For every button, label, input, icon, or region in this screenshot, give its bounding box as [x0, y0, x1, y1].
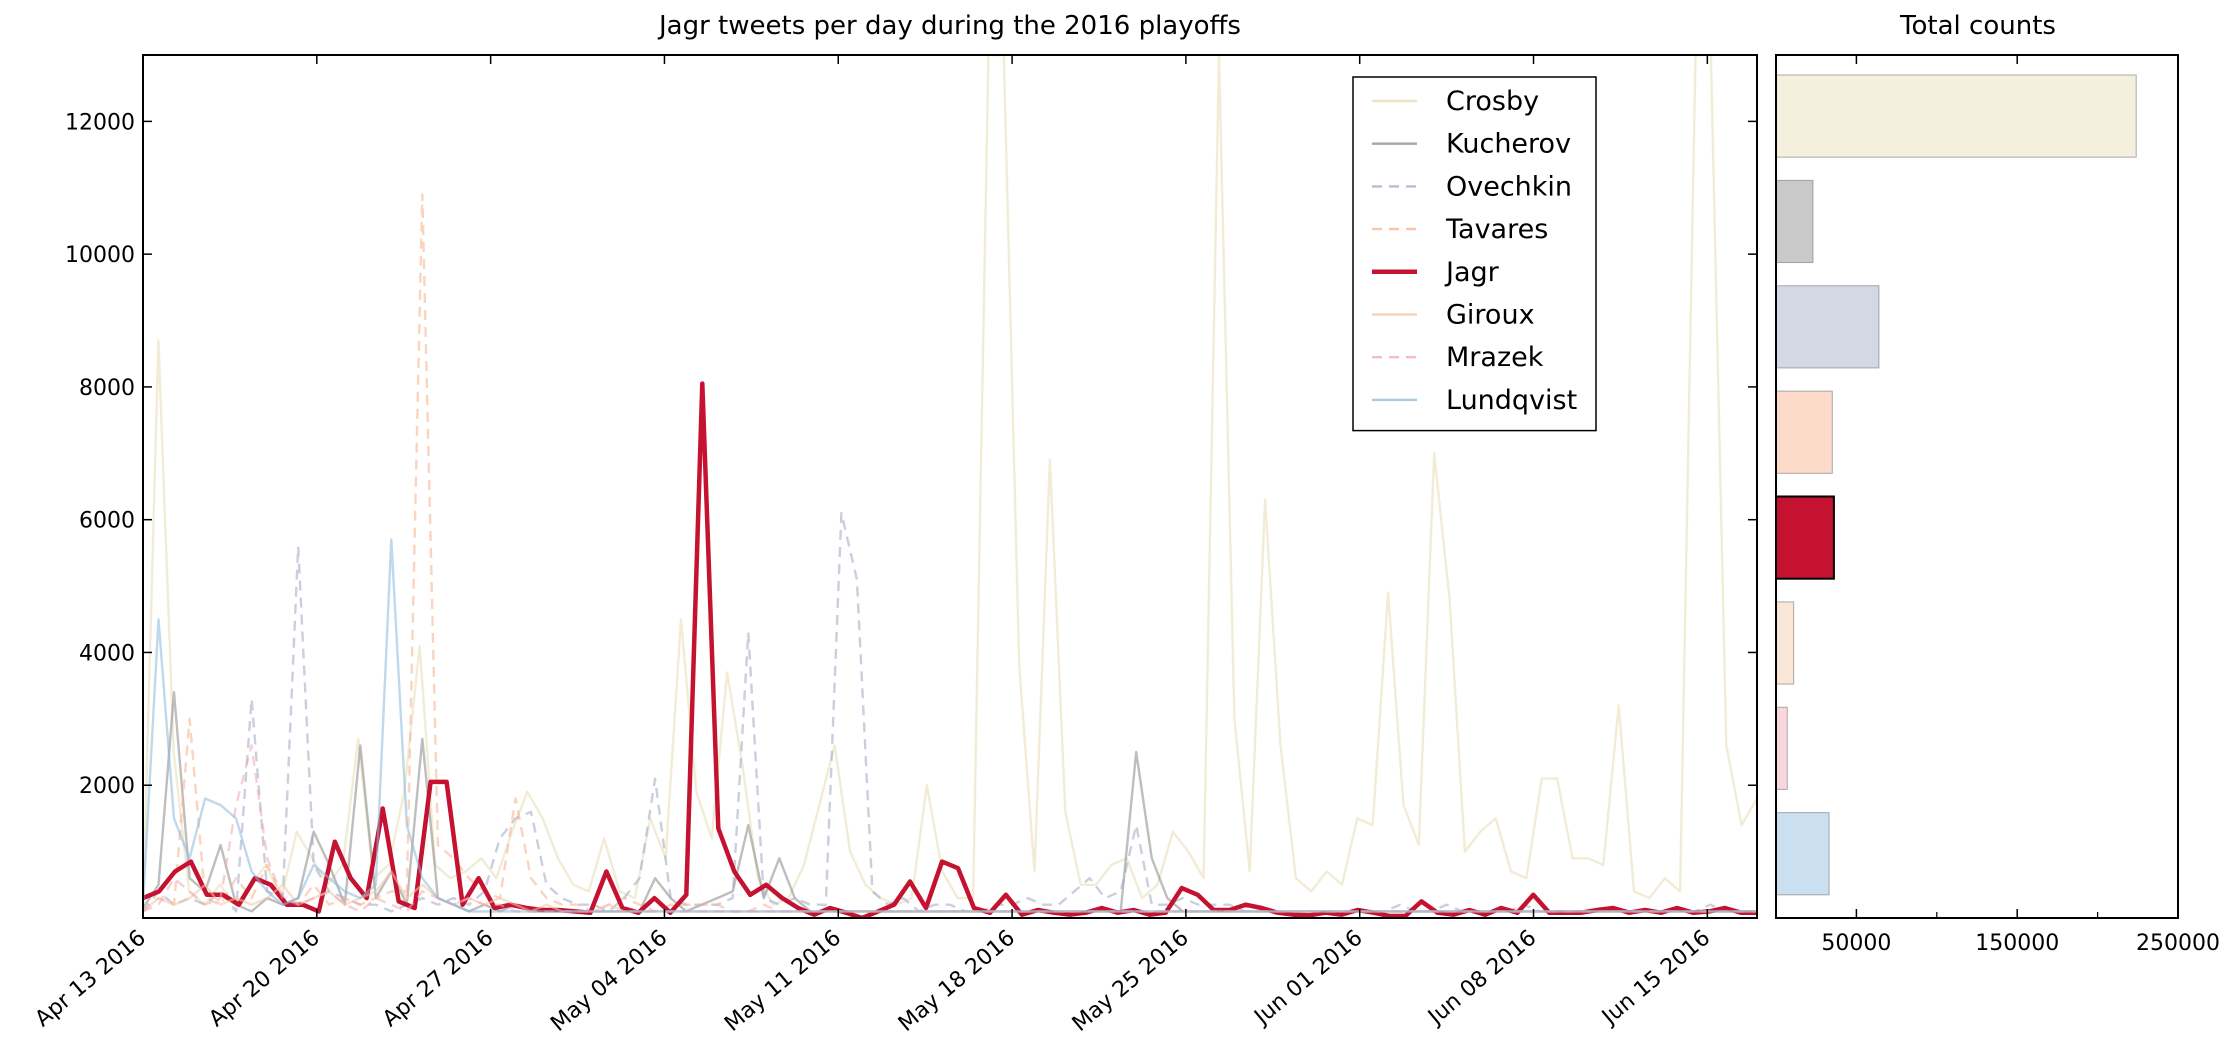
y-tick-label: 4000 — [79, 641, 135, 666]
bar-mrazek — [1775, 706, 1788, 790]
legend-label-mrazek: Mrazek — [1446, 342, 1544, 373]
legend-label-jagr: Jagr — [1444, 257, 1500, 288]
legend-label-kucherov: Kucherov — [1446, 129, 1571, 160]
y-tick-label: 8000 — [79, 376, 135, 401]
bar-x-tick-label: 250000 — [2136, 931, 2220, 956]
x-tick-label: Apr 27 2016 — [378, 925, 498, 1032]
bar-ovechkin — [1775, 285, 1880, 369]
legend-label-ovechkin: Ovechkin — [1446, 171, 1572, 202]
legend-label-giroux: Giroux — [1446, 300, 1535, 331]
line-series-group — [143, 55, 1757, 918]
bar-chart: Total counts 50000 150000 250000 — [1775, 11, 2220, 956]
x-tick-label: May 18 2016 — [894, 925, 1020, 1036]
bar-marks-group — [1775, 74, 2137, 896]
y-tick-label: 12000 — [65, 110, 135, 135]
x-tick-label: Apr 13 2016 — [31, 925, 151, 1032]
series-line-jagr — [143, 381, 1757, 918]
y-tick-label: 2000 — [79, 774, 135, 799]
x-tick-label: Jun 01 2016 — [1249, 925, 1368, 1031]
legend-label-tavares: Tavares — [1445, 214, 1548, 245]
y-tick-label: 6000 — [79, 509, 135, 534]
bar-x-axis: 50000 150000 250000 — [1775, 55, 2220, 956]
series-line-ovechkin — [143, 511, 1757, 913]
y-tick-label: 10000 — [65, 243, 135, 268]
legend-label-crosby: Crosby — [1446, 86, 1539, 117]
line-chart: Jagr tweets per day during the 2016 play… — [31, 11, 1758, 1037]
x-tick-label: May 11 2016 — [720, 925, 846, 1036]
line-y-axis: 2000 4000 6000 8000 10000 12000 — [65, 110, 1757, 799]
bar-kucherov — [1775, 179, 1814, 264]
bar-giroux — [1775, 601, 1795, 685]
bar-x-tick-label: 50000 — [1821, 931, 1891, 956]
x-tick-label: May 25 2016 — [1068, 925, 1194, 1036]
bar-crosby — [1775, 74, 2137, 158]
bar-chart-title: Total counts — [1899, 11, 2056, 41]
x-tick-label: May 04 2016 — [546, 925, 672, 1036]
x-tick-label: Jun 08 2016 — [1422, 925, 1541, 1031]
legend-box — [1352, 76, 1597, 432]
line-plot-frame — [142, 54, 1758, 919]
line-chart-title: Jagr tweets per day during the 2016 play… — [657, 11, 1241, 41]
legend-label-lundqvist: Lundqvist — [1446, 385, 1577, 416]
bar-lundqvist — [1775, 812, 1830, 896]
legend: Crosby Kucherov Ovechkin Tavares Jagr Giroux M… — [1352, 76, 1597, 432]
bar-tavares — [1775, 390, 1833, 474]
bar-x-tick-label: 150000 — [1975, 931, 2059, 956]
bar-plot-frame — [1775, 54, 2179, 919]
x-tick-label: Apr 20 2016 — [204, 925, 324, 1032]
series-line-crosby — [143, 55, 1757, 912]
x-tick-label: Jun 15 2016 — [1596, 925, 1715, 1031]
bar-jagr — [1775, 495, 1835, 580]
series-line-lundqvist — [143, 538, 1757, 913]
